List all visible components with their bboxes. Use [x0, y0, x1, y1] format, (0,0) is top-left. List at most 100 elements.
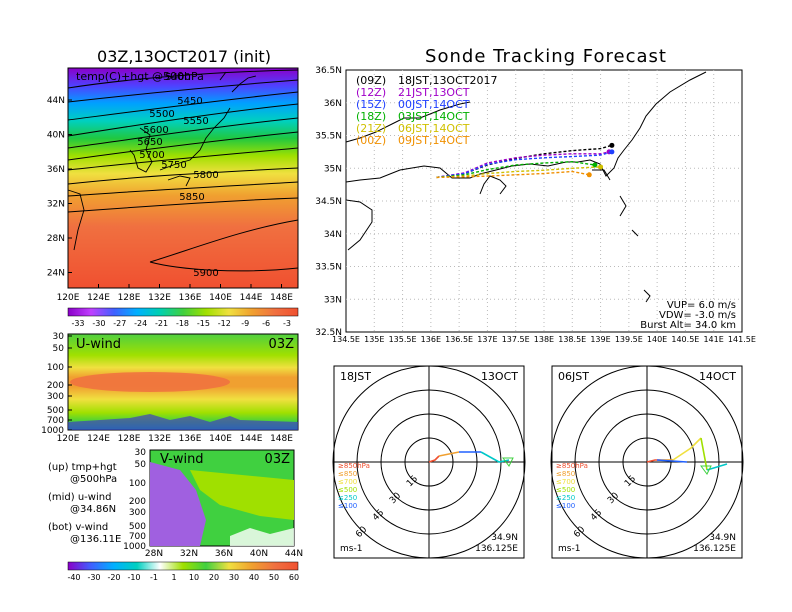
level-legend: ≤100: [338, 502, 357, 510]
launch-z: (12Z): [356, 86, 386, 99]
map-frame: [345, 69, 743, 333]
launch-z: (15Z): [356, 98, 386, 111]
legend-line: @136.11E: [70, 534, 121, 545]
lat-tick-label: 34N: [324, 230, 342, 240]
colorbar-tick-label: 10: [189, 573, 199, 582]
contour-label: 5450: [177, 96, 202, 107]
hodo-trace: [428, 455, 440, 463]
contour-label: 5600: [143, 125, 168, 136]
v-colorbar-ticks: -40 -30 -20 -10 -1 1 10 20 30 40 50 60: [67, 573, 299, 582]
pressure-tick-label: 50: [135, 460, 147, 470]
launch-z: (21Z): [356, 122, 386, 135]
pressure-tick-label: 30: [135, 448, 147, 458]
hodo-trace: [438, 451, 460, 457]
lon-tick-label: 140E: [647, 335, 667, 344]
pressure-tick-label: 700: [47, 416, 64, 426]
launch-z: (00Z): [356, 134, 386, 147]
pressure-tick-label: 700: [129, 532, 146, 542]
lon-tick-label: 137E: [477, 335, 497, 344]
pressure-tick-label: 200: [47, 381, 64, 391]
param-burst: Burst Alt= 34.0 km: [640, 320, 736, 331]
hodo-trace: [480, 451, 510, 463]
panel-legend: (up) tmp+hgt@500hPa (mid) u-wind@34.86N (b…: [48, 462, 121, 545]
lon-tick-label: 136E: [179, 293, 202, 303]
map-lat-ticks: 36.5N 36N 35.5N 35N 34.5N 34N 33.5N 33N 32.5N: [315, 66, 342, 338]
height-contours: [67, 69, 299, 272]
v-wind-time: 03Z: [265, 452, 291, 467]
contour-label: 5500: [149, 109, 174, 120]
lon-tick-label: 132E: [148, 434, 171, 444]
lat-tick-label: 36N: [47, 165, 65, 175]
contour-labels: 5400545055005550560056505700575058005850…: [137, 72, 218, 279]
level-legend: ≤250: [556, 494, 575, 502]
lon-tick-label: 124E: [87, 293, 110, 303]
lat-tick-label: 36.5N: [315, 66, 342, 76]
hodo-lat: 34.9N: [491, 533, 518, 543]
lat-tick-label: 36N: [215, 549, 233, 559]
launch-jst: 21JST,13OCT: [398, 86, 470, 99]
contour-label: 5650: [137, 137, 162, 148]
level-legend: ≤500: [338, 486, 357, 494]
colorbar-tick-label: -1: [150, 573, 158, 582]
lat-ticks: 44N 40N 36N 32N 28N 24N: [47, 96, 72, 279]
track-map: 36.5N 36N 35.5N 35N 34.5N 34N 33.5N 33N 32.5N 13…: [315, 66, 756, 344]
contour-label: 5800: [193, 170, 218, 181]
launch-z: (09Z): [356, 74, 386, 87]
hodo-unit: ms-1: [558, 544, 580, 554]
colorbar-tick-label: -30: [92, 319, 105, 328]
level-legend: ≤100: [556, 502, 575, 510]
landing-point: [598, 164, 604, 170]
colorbar-tick-label: 60: [289, 573, 299, 582]
hodo-lon: 136.125E: [475, 544, 518, 554]
coastline: [67, 71, 257, 251]
pressure-tick-label: 100: [47, 363, 64, 373]
lat-tick-label: 33N: [324, 295, 342, 305]
hodo-trace: [706, 463, 728, 471]
track-line: [436, 151, 613, 179]
launch-jst: 03JST,14OCT: [398, 110, 470, 123]
legend-line: (mid) u-wind: [48, 492, 111, 503]
lon-tick-label: 120E: [57, 293, 80, 303]
temp-colorbar: [67, 307, 299, 317]
colorbar-tick-label: -21: [155, 319, 168, 328]
hodo-date: 14OCT: [699, 370, 736, 383]
level-legend: ≤250: [338, 494, 357, 502]
pressure-tick-label: 200: [129, 497, 146, 507]
lon-tick-label: 148E: [270, 293, 293, 303]
launch-time-legend: (09Z) 18JST,13OCT2017 (12Z) 21JST,13OCT (15Z…: [356, 74, 498, 147]
colorbar-tick-label: -10: [127, 573, 140, 582]
lat-tick-label: 35N: [324, 164, 342, 174]
pressure-tick-label: 300: [129, 508, 146, 518]
pressure-tick-label: 1000: [123, 542, 146, 552]
colorbar-tick-label: 50: [269, 573, 279, 582]
v-lat-ticks: 28N 32N 36N 40N 44N: [145, 549, 303, 559]
lon-tick-label: 138E: [534, 335, 554, 344]
hodo-lat: 34.9N: [709, 533, 736, 543]
hodo-marker: [700, 465, 712, 475]
v-wind-region-purple: [150, 462, 206, 546]
lon-tick-label: 140E: [209, 293, 232, 303]
level-legend: ≤500: [556, 486, 575, 494]
hodo-trace: [672, 437, 702, 461]
pressure-tick-label: 50: [53, 344, 65, 354]
lon-tick-label: 134.5E: [332, 335, 360, 344]
u-lon-ticks: 120E 124E 128E 132E 136E 140E 144E 148E: [57, 434, 294, 444]
level-legend: ≤850: [556, 470, 575, 478]
lon-tick-label: 137.5E: [502, 335, 530, 344]
lon-tick-label: 141E: [703, 335, 723, 344]
lon-tick-label: 144E: [240, 434, 263, 444]
v-colorbar: [67, 561, 299, 571]
lat-tick-label: 32.5N: [315, 328, 342, 338]
level-legend: ≤700: [556, 478, 575, 486]
lon-ticks: 120E 124E 128E 132E 136E 140E 144E 148E: [57, 284, 293, 303]
hodo-time: 18JST: [340, 370, 371, 383]
lon-tick-label: 120E: [57, 434, 80, 444]
jet-core: [70, 372, 230, 392]
pressure-tick-label: 30: [53, 332, 65, 342]
track-line: [436, 160, 596, 179]
colorbar-tick-label: -33: [71, 319, 84, 328]
launch-z: (18Z): [356, 110, 386, 123]
contour-label: 5550: [183, 116, 208, 127]
